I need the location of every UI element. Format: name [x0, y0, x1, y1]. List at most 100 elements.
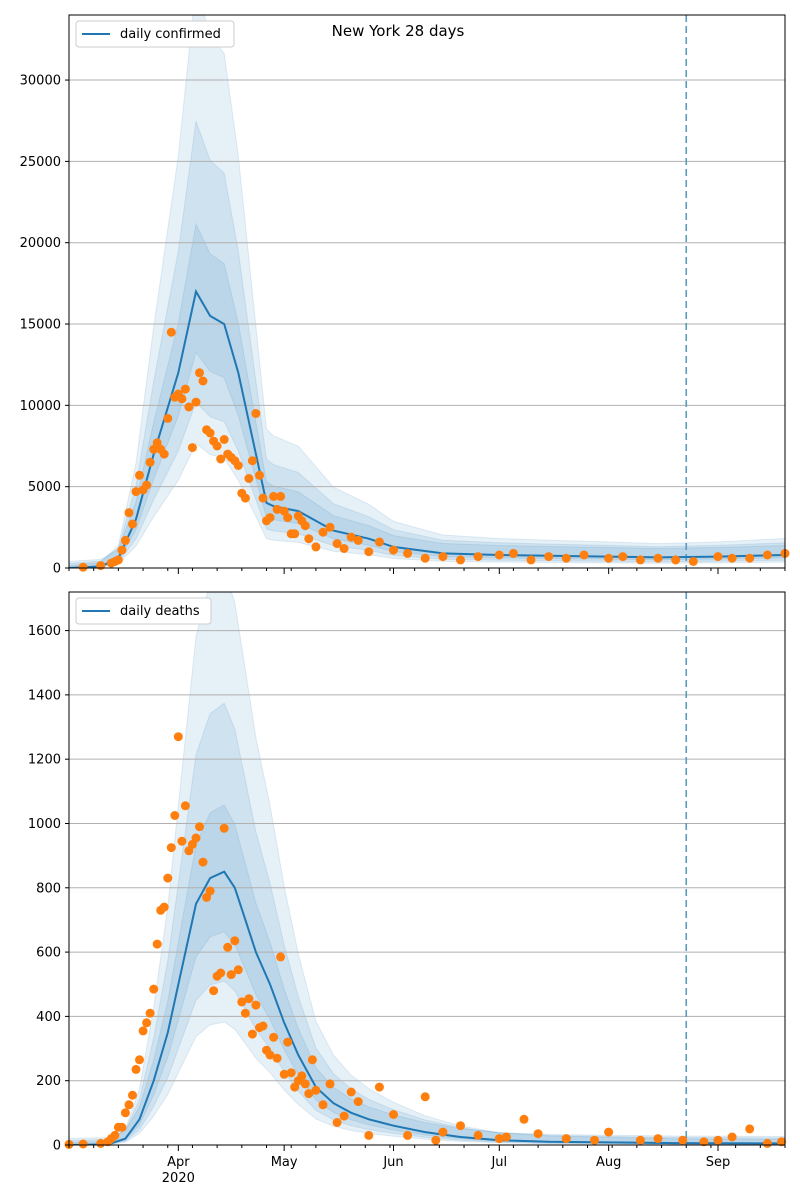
data-point [191, 397, 201, 407]
data-point [159, 902, 169, 912]
x-tick-label: Jul [490, 1155, 507, 1170]
data-point [198, 857, 208, 867]
data-point [258, 493, 268, 503]
data-point [745, 553, 755, 563]
data-point [240, 1008, 250, 1018]
data-point [300, 521, 310, 531]
data-point [635, 555, 645, 565]
data-point [184, 402, 194, 412]
data-point [244, 994, 254, 1004]
deaths-points [64, 732, 786, 1149]
data-point [762, 550, 772, 560]
data-point [713, 1135, 723, 1145]
data-point [533, 1129, 543, 1139]
data-point [120, 1108, 130, 1118]
data-point [96, 1138, 106, 1148]
data-point [579, 550, 589, 560]
data-point [346, 1087, 356, 1097]
data-point [653, 1134, 663, 1144]
data-point [142, 1018, 152, 1028]
data-point [653, 553, 663, 563]
confirmed-legend: daily confirmed [75, 20, 235, 48]
data-point [519, 1114, 529, 1124]
uncertainty-band-2 [69, 121, 785, 568]
uncertainty-band-3 [69, 222, 785, 568]
data-point [163, 413, 173, 423]
confirmed-y-axis: 0 5000 10000 15000 20000 25000 30000 [20, 74, 69, 577]
data-point [272, 504, 282, 514]
y-tick-label: 400 [36, 1010, 61, 1025]
data-point [304, 1089, 314, 1099]
data-point [276, 491, 286, 501]
data-point [135, 1055, 144, 1065]
data-point [713, 552, 723, 562]
data-point [420, 553, 430, 563]
data-point [187, 443, 197, 453]
data-point [233, 965, 243, 975]
data-point [240, 493, 250, 503]
data-point [325, 522, 335, 532]
data-point [494, 550, 504, 560]
data-point [290, 529, 300, 539]
data-point [339, 544, 349, 553]
data-point [431, 1135, 441, 1145]
data-point [544, 552, 554, 562]
data-point [272, 1053, 282, 1063]
data-point [283, 1037, 293, 1047]
data-point [279, 1069, 289, 1079]
legend-label: daily deaths [120, 604, 200, 619]
data-point [177, 836, 187, 846]
data-point [332, 539, 342, 549]
data-point [346, 532, 356, 542]
data-point [276, 952, 286, 962]
data-point [353, 1097, 363, 1107]
data-point [671, 555, 681, 565]
deaths-gridlines [69, 630, 785, 1082]
legend-box [75, 20, 235, 48]
data-point [120, 535, 130, 545]
data-point [78, 1139, 88, 1149]
data-point [438, 552, 448, 562]
confirmed-points [78, 327, 790, 572]
data-point [198, 376, 208, 386]
y-tick-label: 20000 [20, 236, 61, 251]
data-point [283, 513, 293, 523]
y-tick-label: 600 [36, 946, 61, 961]
data-point [226, 970, 236, 980]
uncertainty-band-1 [69, 592, 785, 1145]
data-point [311, 1085, 321, 1095]
data-point [124, 508, 134, 518]
data-point [374, 1082, 384, 1092]
data-point [124, 1100, 134, 1110]
deaths-plot-frame [68, 591, 786, 1146]
y-tick-label: 15000 [20, 318, 61, 333]
x-tick-label: Sep [706, 1155, 731, 1170]
data-point [255, 470, 264, 480]
data-point [180, 384, 190, 394]
data-point [117, 545, 127, 555]
data-point [561, 1134, 571, 1144]
data-point [219, 823, 229, 833]
deaths-uncertainty-bands [69, 592, 785, 1145]
y-tick-label: 5000 [28, 480, 61, 495]
data-point [173, 732, 183, 742]
data-point [152, 939, 162, 949]
y-tick-label: 0 [53, 562, 61, 577]
data-point [117, 1122, 127, 1132]
data-point [727, 553, 737, 563]
data-point [195, 368, 204, 378]
data-point [339, 1111, 349, 1121]
data-point [364, 1130, 374, 1140]
data-point [110, 1130, 120, 1140]
data-point [307, 1055, 317, 1065]
deaths-y-axis: 0 200 400 600 800 1000 1200 1400 1600 [28, 624, 69, 1154]
data-point [135, 470, 144, 480]
data-point [699, 1137, 709, 1147]
data-point [219, 435, 229, 444]
x-tick-label: Jun [382, 1155, 403, 1170]
data-point [131, 1064, 141, 1074]
confirmed-uncertainty-bands [69, 15, 785, 568]
